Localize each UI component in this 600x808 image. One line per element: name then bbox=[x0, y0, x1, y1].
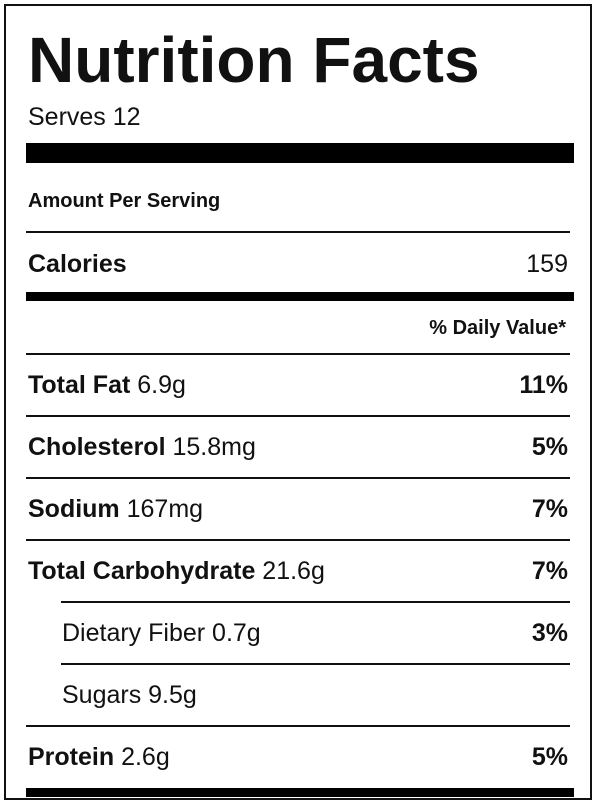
nutrient-percent: 7% bbox=[531, 557, 568, 585]
nutrition-label: Nutrition Facts Serves 12 Amount Per Ser… bbox=[4, 4, 592, 800]
nutrient-label: Total Carbohydrate 21.6g bbox=[28, 553, 325, 589]
divider bbox=[26, 231, 570, 233]
medium-divider bbox=[26, 788, 574, 797]
nutrient-amount: 2.6g bbox=[121, 743, 170, 771]
nutrient-percent: 5% bbox=[531, 743, 568, 771]
nutrient-percent: 7% bbox=[531, 495, 568, 523]
nutrient-label: Protein 2.6g bbox=[28, 739, 170, 775]
nutrient-label: Cholesterol 15.8mg bbox=[28, 429, 256, 465]
nutrient-name: Total Carbohydrate bbox=[28, 557, 256, 585]
divider bbox=[26, 477, 570, 479]
label-title: Nutrition Facts bbox=[28, 24, 480, 96]
nutrient-label: Sugars 9.5g bbox=[62, 681, 197, 709]
nutrient-amount: 167mg bbox=[126, 495, 204, 523]
nutrient-label: Sodium 167mg bbox=[28, 491, 203, 527]
calories-label: Calories bbox=[28, 250, 127, 278]
nutrient-amount: 6.9g bbox=[137, 371, 186, 399]
nutrient-percent: 3% bbox=[531, 619, 568, 647]
nutrient-row-sugars: Sugars 9.5g bbox=[62, 677, 568, 713]
nutrient-name: Cholesterol bbox=[28, 433, 166, 461]
nutrient-name: Sodium bbox=[28, 495, 120, 523]
divider bbox=[61, 663, 570, 665]
nutrient-amount: 21.6g bbox=[262, 557, 325, 585]
divider bbox=[61, 601, 570, 603]
divider bbox=[26, 725, 570, 727]
nutrient-label: Total Fat 6.9g bbox=[28, 367, 186, 403]
calories-row: Calories 159 bbox=[28, 246, 568, 282]
divider bbox=[26, 539, 570, 541]
nutrient-percent: 5% bbox=[531, 433, 568, 461]
amount-per-serving: Amount Per Serving bbox=[28, 190, 221, 212]
nutrient-row-sodium: Sodium 167mg 7% bbox=[28, 491, 568, 527]
thick-divider bbox=[26, 143, 574, 163]
nutrient-row-protein: Protein 2.6g 5% bbox=[28, 739, 568, 775]
calories-value: 159 bbox=[526, 250, 568, 278]
daily-value-header: % Daily Value* bbox=[429, 317, 566, 339]
nutrient-name: Protein bbox=[28, 743, 115, 771]
medium-divider bbox=[26, 292, 574, 301]
nutrient-name: Total Fat bbox=[28, 371, 131, 399]
nutrient-row-cholesterol: Cholesterol 15.8mg 5% bbox=[28, 429, 568, 465]
divider bbox=[26, 353, 570, 355]
serving-count: Serves 12 bbox=[28, 103, 141, 131]
nutrient-percent: 11% bbox=[519, 371, 568, 399]
nutrient-row-total-carbohydrate: Total Carbohydrate 21.6g 7% bbox=[28, 553, 568, 589]
nutrient-row-total-fat: Total Fat 6.9g 11% bbox=[28, 367, 568, 403]
nutrient-amount: 15.8mg bbox=[172, 433, 256, 461]
nutrient-label: Dietary Fiber 0.7g bbox=[62, 619, 261, 647]
divider bbox=[26, 415, 570, 417]
nutrient-row-dietary-fiber: Dietary Fiber 0.7g 3% bbox=[62, 615, 568, 651]
